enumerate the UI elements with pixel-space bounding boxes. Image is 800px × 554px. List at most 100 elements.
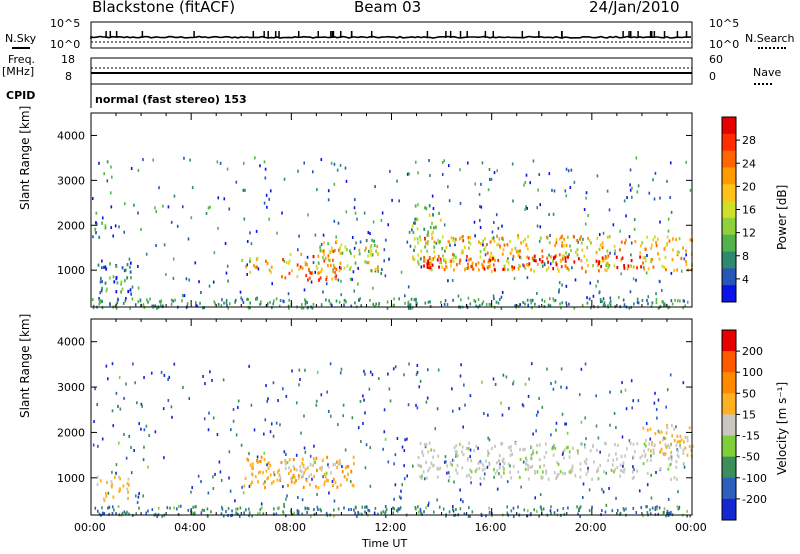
power-echo-cell <box>633 227 636 231</box>
power-echo-cell <box>338 248 340 252</box>
power-echo-cell <box>454 243 456 247</box>
velocity-echo-cell <box>532 432 534 436</box>
velocity-echo-cell <box>302 463 305 467</box>
velocity-echo-cell <box>201 508 204 512</box>
velocity-echo-cell <box>485 514 487 518</box>
velocity-echo-cell <box>583 460 586 464</box>
power-echo-cell <box>560 306 562 310</box>
power-echo-cell <box>412 230 415 235</box>
velocity-echo-cell <box>236 507 239 511</box>
velocity-echo-cell <box>361 505 364 509</box>
velocity-echo-cell <box>607 458 610 463</box>
velocity-echo-cell <box>670 450 673 455</box>
velocity-echo-cell <box>350 508 353 512</box>
velocity-echo-cell <box>179 504 182 508</box>
velocity-echo-cell <box>343 475 346 479</box>
power-echo-cell <box>255 229 258 233</box>
power-echo-cell <box>532 258 535 262</box>
power-echo-cell <box>410 297 413 301</box>
power-echo-cell <box>453 253 456 257</box>
power-echo-cell <box>152 158 154 162</box>
velocity-echo-cell <box>94 506 97 510</box>
power-echo-cell <box>360 304 363 308</box>
velocity-echo-cell <box>382 510 385 514</box>
velocity-echo-cell <box>530 512 532 516</box>
power-echo-cell <box>431 258 434 262</box>
power-echo-cell <box>444 261 447 265</box>
power-echo-cell <box>603 301 606 305</box>
velocity-echo-cell <box>253 428 256 432</box>
velocity-echo-cell <box>669 462 672 466</box>
power-echo-cell <box>553 256 555 261</box>
power-echo-cell <box>355 241 357 245</box>
velocity-echo-cell <box>123 396 125 400</box>
velocity-echo-cell <box>644 438 647 443</box>
velocity-echo-cell <box>124 512 127 516</box>
velocity-echo-cell <box>337 507 340 511</box>
power-echo-cell <box>428 204 431 208</box>
power-echo-cell <box>607 266 610 270</box>
velocity-echo-cell <box>562 450 565 454</box>
power-echo-cell <box>481 161 484 165</box>
power-echo-cell <box>517 250 520 254</box>
velocity-echo-cell <box>478 466 481 470</box>
power-echo-cell <box>658 306 661 310</box>
power-echo-cell <box>636 266 638 270</box>
power-echo-cell <box>339 246 341 250</box>
power-echo-cell <box>531 256 534 260</box>
power-echo-cell <box>490 177 493 181</box>
velocity-echo-cell <box>555 428 557 432</box>
power-echo-cell <box>438 211 440 215</box>
velocity-echo-cell <box>665 431 668 435</box>
velocity-echo-cell <box>286 494 288 498</box>
power-echo-cell <box>467 240 470 244</box>
velocity-echo-cell <box>595 424 598 428</box>
velocity-echo-cell <box>479 460 482 464</box>
power-echo-cell <box>502 267 505 271</box>
velocity-echo-cell <box>337 462 340 466</box>
power-echo-cell <box>423 264 425 268</box>
velocity-echo-cell <box>235 507 237 511</box>
power-echo-cell <box>110 226 113 230</box>
velocity-echo-cell <box>332 463 335 467</box>
power-echo-cell <box>414 217 417 221</box>
velocity-echo-cell <box>486 465 489 469</box>
power-echo-cell <box>581 303 584 307</box>
velocity-echo-cell <box>306 479 308 483</box>
power-echo-cell <box>634 239 637 244</box>
velocity-echo-cell <box>479 476 482 480</box>
power-echo-cell <box>566 235 569 239</box>
power-echo-cell <box>527 303 530 307</box>
power-echo-cell <box>122 301 125 305</box>
power-echo-cell <box>480 205 483 209</box>
velocity-echo-cell <box>608 453 611 457</box>
velocity-echo-cell <box>468 441 471 445</box>
power-echo-cell <box>670 299 673 303</box>
power-echo-cell <box>174 298 176 302</box>
velocity-echo-cell <box>169 506 171 510</box>
velocity-echo-cell <box>539 465 541 469</box>
power-echo-cell <box>162 304 164 308</box>
power-echo-cell <box>560 259 563 264</box>
power-echo-cell <box>359 240 362 244</box>
velocity-echo-cell <box>653 443 656 447</box>
velocity-echo-cell <box>448 510 451 514</box>
power-echo-cell <box>383 259 386 263</box>
velocity-echo-cell <box>645 421 648 425</box>
power-echo-cell <box>142 303 145 307</box>
velocity-echo-cell <box>264 480 266 484</box>
velocity-echo-cell <box>147 465 149 469</box>
velocity-echo-cell <box>635 511 638 515</box>
power-echo-cell <box>149 297 151 301</box>
power-echo-cell <box>239 290 242 294</box>
velocity-echo-cell <box>107 506 109 510</box>
velocity-echo-cell <box>329 414 332 418</box>
power-echo-cell <box>316 188 318 192</box>
velocity-echo-cell <box>436 407 439 411</box>
velocity-echo-cell <box>691 444 694 448</box>
power-echo-cell <box>296 263 299 267</box>
velocity-echo-cell <box>228 476 230 480</box>
velocity-echo-cell <box>316 468 318 472</box>
velocity-echo-cell <box>593 460 595 464</box>
velocity-echo-cell <box>649 437 652 441</box>
